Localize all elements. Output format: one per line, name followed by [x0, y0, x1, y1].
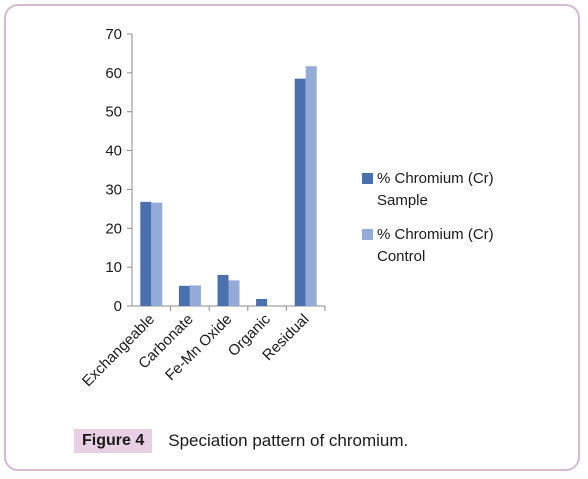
y-tick-label: 30 — [105, 181, 122, 198]
chart-bars — [140, 66, 317, 306]
bar-sample — [178, 285, 190, 306]
y-tick-label: 40 — [105, 143, 122, 160]
y-tick-label: 50 — [105, 104, 122, 121]
y-tick-label: 0 — [114, 298, 122, 315]
bar-control — [189, 285, 201, 306]
figure-label: Figure 4 — [74, 429, 153, 453]
bar-sample — [294, 78, 306, 306]
figure-frame — [4, 4, 580, 471]
bar-sample — [217, 274, 229, 306]
bar-sample — [256, 299, 268, 306]
legend-label-control: % Chromium (Cr) Control — [377, 226, 494, 265]
legend-swatch-sample — [362, 173, 373, 184]
chart-labels: 010203040506070ExchangeableCarbonateFe-M… — [79, 26, 313, 390]
bar-control — [151, 202, 163, 306]
y-tick-label: 20 — [105, 220, 122, 237]
figure-caption: Figure 4 Speciation pattern of chromium. — [74, 428, 408, 454]
y-tick-label: 10 — [105, 259, 122, 276]
bar-control — [228, 280, 240, 306]
figure-caption-text: Speciation pattern of chromium. — [168, 431, 409, 450]
chart-axes — [127, 33, 326, 311]
legend-swatch-control — [362, 229, 373, 240]
y-tick-label: 70 — [105, 26, 122, 43]
legend-item-sample: % Chromium (Cr) Sample — [362, 168, 537, 212]
bar-control — [305, 66, 317, 306]
chart-legend: % Chromium (Cr) Sample % Chromium (Cr) C… — [362, 168, 537, 280]
bar-sample — [140, 201, 152, 306]
legend-label-sample: % Chromium (Cr) Sample — [377, 170, 494, 209]
legend-item-control: % Chromium (Cr) Control — [362, 224, 537, 268]
y-tick-label: 60 — [105, 65, 122, 82]
